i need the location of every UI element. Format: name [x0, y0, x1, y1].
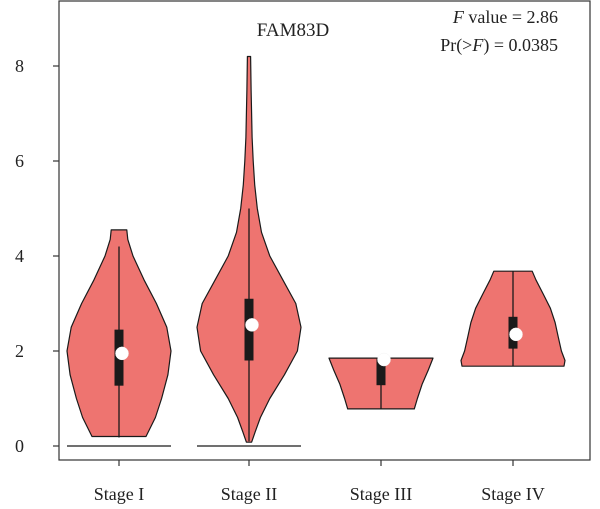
violin-group — [460, 270, 566, 367]
mean-dot — [115, 346, 129, 361]
chart-title: FAM83D — [257, 20, 330, 41]
x-tick-label: Stage III — [350, 484, 412, 504]
p-f-symbol: F — [471, 35, 484, 55]
y-tick-label: 2 — [15, 341, 24, 361]
x-axis: Stage I Stage II Stage III Stage IV — [94, 460, 545, 504]
mean-dot — [377, 352, 391, 367]
violin-group — [328, 352, 434, 410]
y-axis: 0 2 4 6 8 — [15, 56, 59, 456]
f-value-annotation: F value = 2.86 — [452, 7, 558, 27]
p-value-text: ) = 0.0385 — [483, 35, 558, 56]
plot-frame — [58, 0, 591, 461]
p-value-annotation: Pr(>F) = 0.0385 — [440, 35, 558, 56]
f-value-text: value = 2.86 — [464, 7, 558, 27]
y-tick-label: 8 — [15, 56, 24, 76]
violin-group — [66, 229, 172, 447]
y-tick-label: 0 — [15, 436, 24, 456]
iqr-box — [376, 358, 386, 386]
violin-group — [196, 55, 302, 447]
x-tick-label: Stage II — [221, 484, 277, 504]
mean-dot — [245, 318, 259, 332]
p-prefix: Pr(> — [440, 35, 472, 56]
y-tick-label: 4 — [15, 246, 24, 266]
y-tick-label: 6 — [15, 151, 24, 171]
mean-dot — [509, 327, 523, 342]
x-tick-label: Stage I — [94, 484, 144, 504]
f-symbol: F — [452, 7, 465, 27]
violins — [66, 55, 566, 447]
x-tick-label: Stage IV — [481, 484, 544, 504]
